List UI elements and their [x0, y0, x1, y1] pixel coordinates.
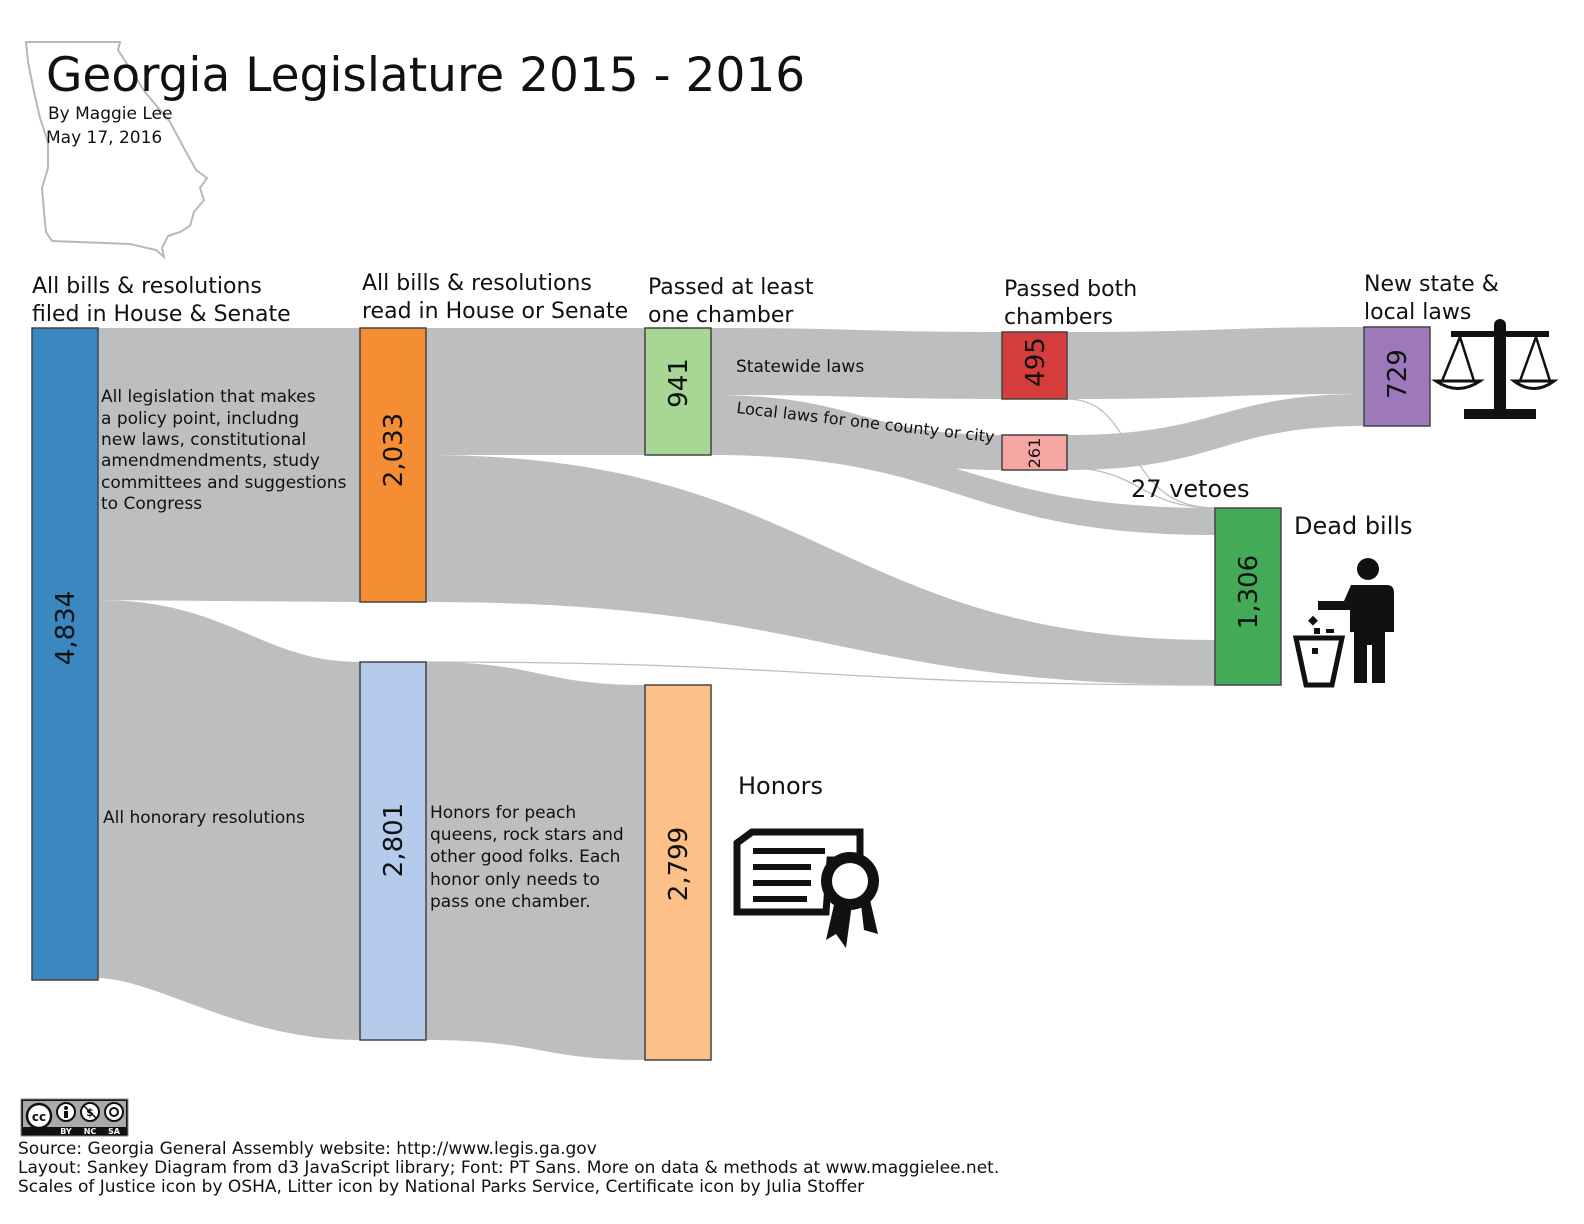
flow-both-state-to-laws — [1067, 327, 1364, 399]
chart-title: Georgia Legislature 2015 - 2016 — [46, 48, 805, 103]
flow-passed-one-to-dead — [711, 432, 1215, 535]
node-both-state — [1001, 331, 1068, 400]
node-honors — [644, 684, 712, 1061]
column-header-laws-line2: local laws — [1364, 300, 1471, 325]
flow-veto-state — [1066, 398, 1216, 509]
sa-label: SA — [108, 1127, 121, 1136]
flow-read-to-passed-one — [426, 328, 645, 455]
flow-passed-one-to-both-state — [711, 328, 1002, 399]
node-both-local — [1001, 434, 1068, 471]
flows — [98, 327, 1364, 1060]
sharealike-icon — [104, 1102, 124, 1122]
footer-source: Source: Georgia General Assembly website… — [18, 1139, 597, 1159]
nc-label: NC — [84, 1127, 97, 1136]
cc-icon — [25, 1102, 53, 1130]
column-header-passed-both-line2: chambers — [1004, 305, 1113, 330]
honors-description-line: queens, rock stars and — [430, 825, 624, 845]
flow-veto-local — [1066, 467, 1216, 509]
column-header-passed-one-line2: one chamber — [648, 303, 794, 328]
honors-description-line: other good folks. Each — [430, 847, 620, 867]
certificate-icon — [733, 828, 879, 948]
node-honors-value: 2,799 — [664, 827, 694, 901]
node-both-state-value: 495 — [1021, 337, 1051, 387]
flow-honorary-to-dead — [425, 661, 1216, 686]
column-header-filed-line1: All bills & resolutions — [32, 274, 262, 299]
node-honorary-value: 2,801 — [379, 803, 409, 877]
honors-description-line: Honors for peach — [430, 803, 576, 823]
flow-read-to-dead — [426, 455, 1215, 685]
node-honorary — [359, 661, 427, 1041]
flow-both-local-to-laws — [1067, 394, 1364, 470]
honors-description-line: pass one chamber. — [430, 892, 591, 912]
statewide-laws-label: Statewide laws — [736, 357, 864, 377]
legislation-note-line: to Congress — [101, 494, 202, 514]
legislation-note-line: new laws, constitutional — [101, 430, 306, 450]
node-passed-one — [644, 327, 712, 456]
node-laws — [1363, 326, 1431, 427]
column-header-read-line2: read in House or Senate — [362, 299, 628, 324]
column-header-passed-both-line1: Passed both — [1004, 277, 1137, 302]
honors-description: Honors for peach queens, rock stars and … — [430, 803, 624, 912]
footer-layout: Layout: Sankey Diagram from d3 JavaScrip… — [18, 1158, 999, 1178]
flow-filed-to-honorary — [98, 600, 360, 1040]
scales-of-justice-icon — [1431, 319, 1559, 419]
legislation-note: All legislation that makes a policy poin… — [101, 387, 347, 514]
creative-commons-badge: cc $ BY NC SA — [20, 1098, 129, 1137]
by-label: BY — [60, 1127, 72, 1136]
column-header-read-line1: All bills & resolutions — [362, 271, 592, 296]
node-passed-one-value: 941 — [664, 358, 694, 408]
flow-honorary-to-honors — [426, 662, 645, 1060]
node-dead-value: 1,306 — [1234, 555, 1264, 629]
legislation-note-line: committees and suggestions — [101, 473, 347, 493]
legislation-note-line: a policy point, includng — [101, 409, 299, 429]
column-header-laws-line1: New state & — [1364, 272, 1499, 297]
vetoes-label: 27 vetoes — [1131, 475, 1250, 503]
node-filed-value: 4,834 — [51, 591, 81, 665]
date: May 17, 2016 — [46, 128, 162, 148]
byline: By Maggie Lee — [48, 104, 172, 124]
legislation-note-line: amendmendments, study — [101, 451, 320, 471]
honors-label: Honors — [738, 772, 823, 800]
litter-icon — [1292, 558, 1394, 688]
cc-label: cc — [32, 1110, 46, 1124]
georgia-outline-icon — [24, 41, 209, 260]
node-filed — [31, 327, 99, 981]
column-header-filed-line2: filed in House & Senate — [32, 302, 291, 327]
node-read-value: 2,033 — [379, 413, 409, 487]
node-both-local-value: 261 — [1025, 438, 1044, 469]
node-dead — [1214, 507, 1282, 686]
node-laws-value: 729 — [1383, 349, 1413, 399]
footer-icon-credits: Scales of Justice icon by OSHA, Litter i… — [18, 1177, 864, 1197]
legislation-note-line: All legislation that makes — [101, 387, 316, 407]
honors-description-line: honor only needs to — [430, 870, 600, 890]
dead-bills-label: Dead bills — [1294, 512, 1413, 540]
node-read — [359, 327, 427, 603]
flow-passed-one-to-both-local — [711, 395, 1002, 470]
flow-filed-to-read — [98, 328, 360, 602]
honorary-note: All honorary resolutions — [103, 808, 305, 828]
column-header-passed-one-line1: Passed at least — [648, 275, 814, 300]
